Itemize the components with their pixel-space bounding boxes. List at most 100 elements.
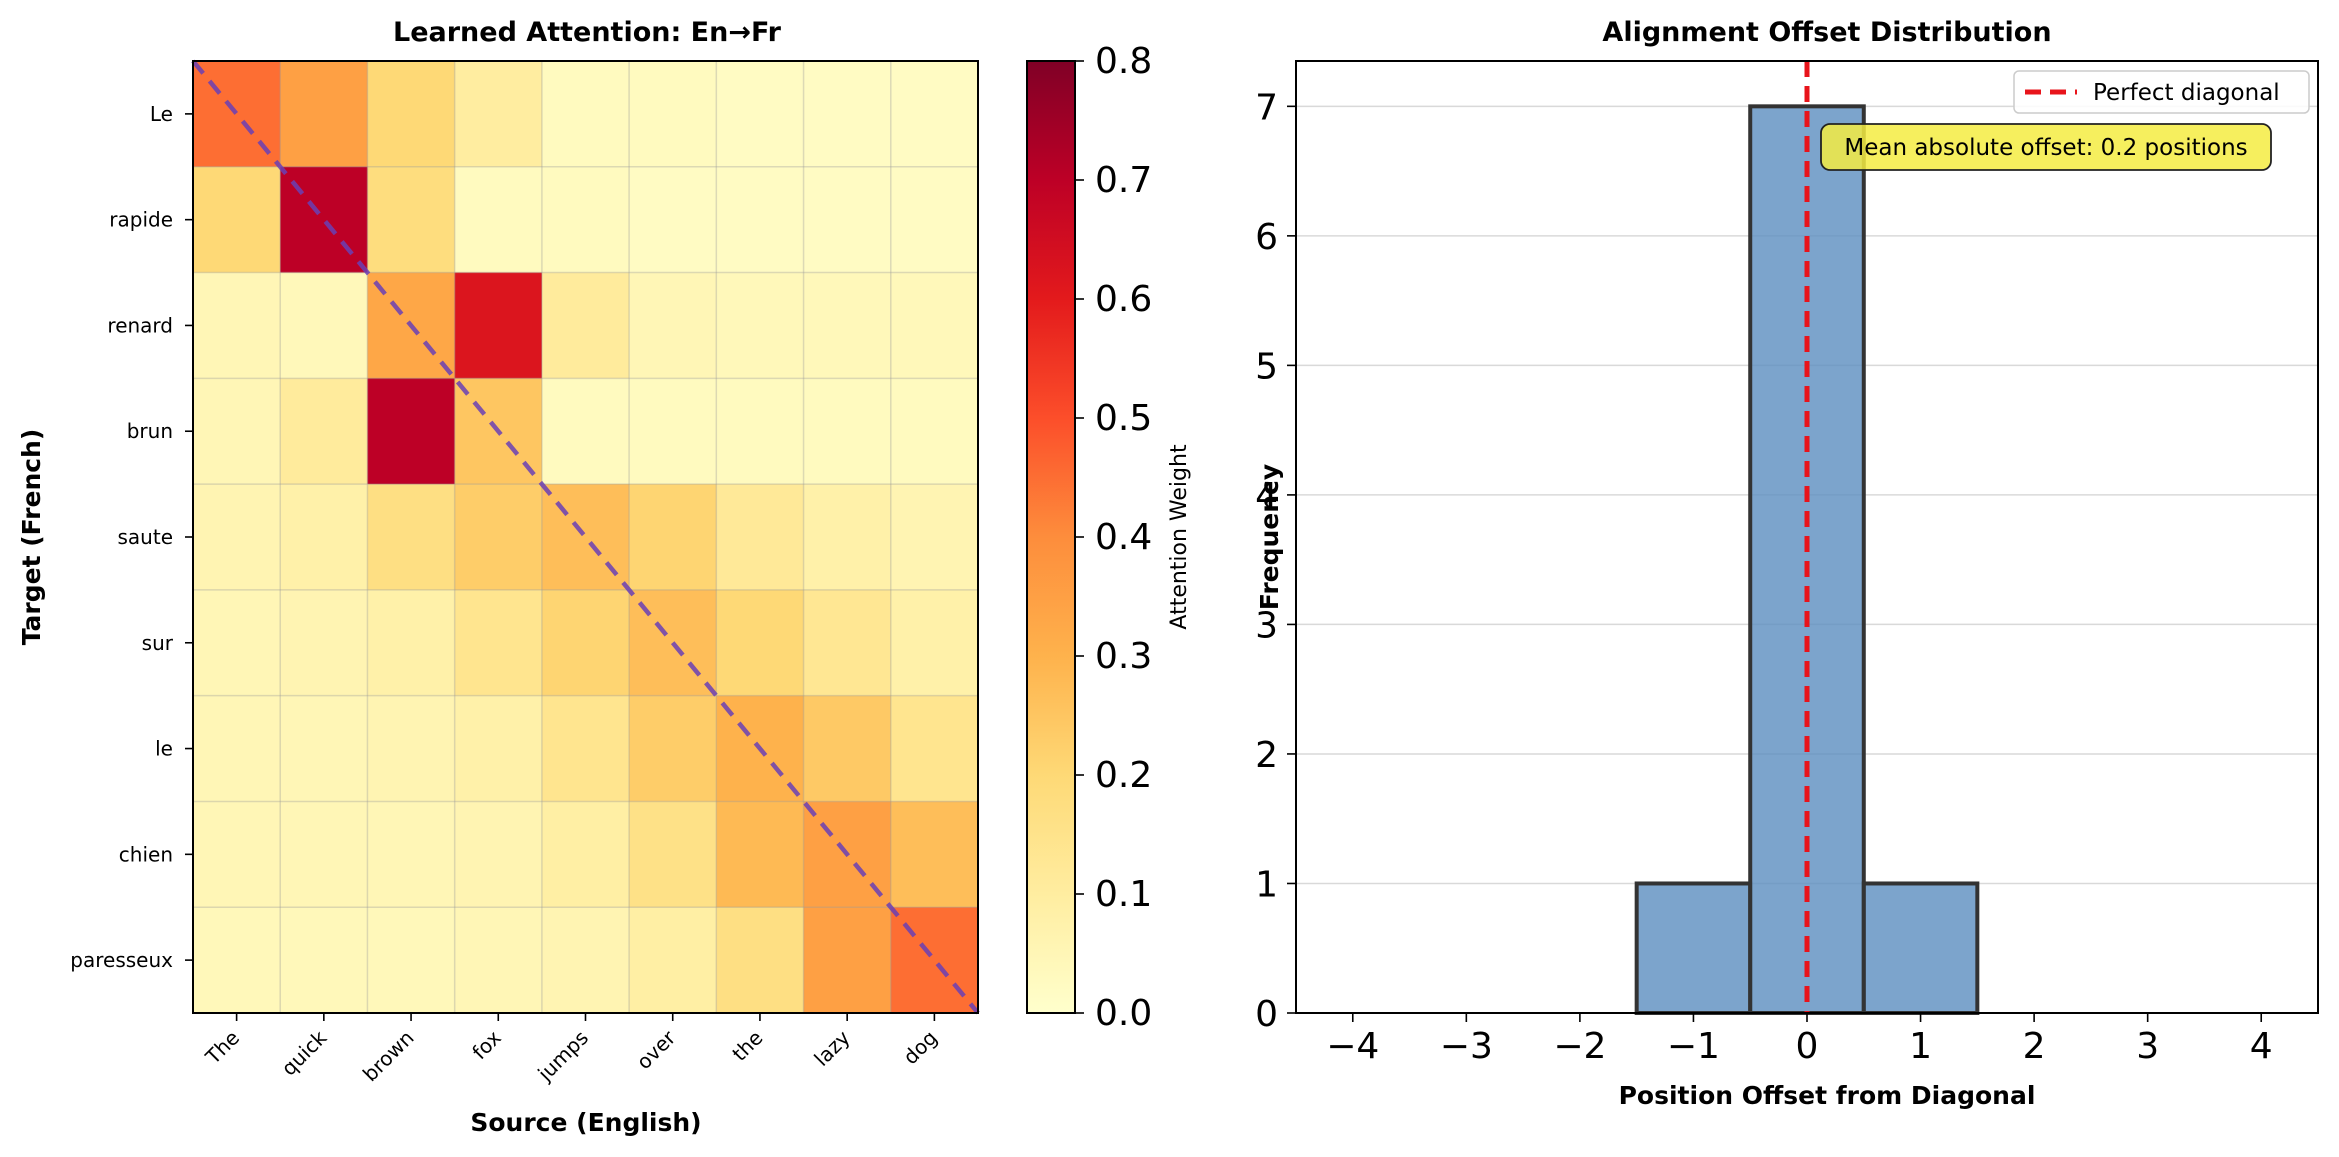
heatmap-cell-5-7 [803,589,892,697]
heatmap-x-tick-jumps-4: jumps [532,1026,593,1087]
legend-box [2013,70,2310,114]
colorbar-tick-3: 0.3 [1095,636,1152,677]
heatmap-cell-3-1 [280,378,369,485]
heatmap-cell-2-6 [716,272,805,379]
colorbar-tick-2: 0.2 [1095,755,1152,796]
heatmap-cell-2-5 [629,272,717,379]
heatmap-cell-1-7 [803,166,892,274]
heatmap-cell-0-5 [629,61,717,168]
histogram-x-tick-5: 1 [1909,1026,1932,1067]
heatmap-panel: Learned Attention: En→Fr The quick brown fo… [17,17,980,1137]
heatmap-cell-7-2 [367,801,456,908]
heatmap-cell-2-4 [541,272,630,379]
heatmap-cell-0-8 [890,61,979,168]
histogram-x-axis-label: Position Offset from Diagonal [1619,1081,2036,1110]
heatmap-cell-0-3 [454,61,543,168]
colorbar-label: Attention Weight [1167,444,1192,630]
heatmap-cell-5-0 [193,589,281,697]
heatmap-cell-1-8 [890,166,979,274]
heatmap-cell-6-2 [367,695,456,803]
heatmap-cell-3-8 [890,378,979,485]
histogram-y-axis-label: Frequency [1255,464,1284,610]
heatmap-y-tick-rapide-1: rapide [109,208,173,232]
heatmap-cell-5-2 [367,589,456,697]
heatmap-cell-8-8 [890,907,979,1014]
heatmap-cell-2-3 [454,272,543,379]
heatmap-cell-3-7 [803,378,892,485]
heatmap-cell-6-8 [890,695,979,803]
histogram-y-tick-3: 3 [1255,605,1278,646]
heatmap-cell-6-4 [541,695,630,803]
heatmap-cell-3-0 [193,378,281,485]
heatmap-cell-4-7 [803,484,892,591]
heatmap-cell-5-8 [890,589,979,697]
heatmap-cell-1-4 [541,166,630,274]
heatmap-cell-3-2 [367,378,456,485]
heatmap-cell-8-0 [193,907,281,1014]
histogram-x-tick-7: 3 [2136,1026,2159,1067]
heatmap-cell-7-6 [716,801,805,908]
heatmap-cell-2-7 [803,272,892,379]
heatmap-cell-1-6 [716,166,805,274]
heatmap-y-tick-chien-7: chien [119,842,173,866]
heatmap-x-tick-the-0: The [200,1026,244,1070]
histogram-x-tick-1: −3 [1440,1026,1493,1067]
colorbar: 0.0 0.1 0.2 0.3 0.4 0.5 0.6 0.7 0.8 Attention We… [1026,41,1192,1034]
heatmap-cell-4-2 [367,484,456,591]
histogram-bars [1634,104,1980,1016]
heatmap-cell-6-3 [454,695,543,803]
colorbar-ticks: 0.0 0.1 0.2 0.3 0.4 0.5 0.6 0.7 0.8 [1075,41,1152,1034]
heatmap-cell-8-7 [803,907,892,1014]
heatmap-diagonal-line [191,59,980,1015]
legend-entry-perfect-diagonal: Perfect diagonal [2093,80,2280,106]
heatmap-cell-8-6 [716,907,805,1014]
histogram-y-tick-6: 6 [1255,217,1278,258]
heatmap-grid [193,61,978,1013]
heatmap-y-ticks: Le rapide renard brun saute sur le chien paresse… [70,102,193,972]
heatmap-cell-7-4 [541,801,630,908]
annotation-box [1820,123,2272,171]
heatmap-cell-8-5 [629,907,717,1014]
heatmap-title: Learned Attention: En→Fr [393,17,782,48]
colorbar-tick-4: 0.4 [1095,517,1152,558]
heatmap-cell-0-4 [541,61,630,168]
heatmap-y-tick-le-0: Le [150,102,173,126]
heatmap-cell-7-1 [280,801,369,908]
heatmap-y-tick-brun-3: brun [127,419,173,443]
heatmap-cell-6-5 [629,695,717,803]
heatmap-cells [193,61,979,1014]
heatmap-cell-0-7 [803,61,892,168]
heatmap-cell-8-2 [367,907,456,1014]
heatmap-y-tick-paresseux-8: paresseux [70,948,173,972]
heatmap-cell-3-5 [629,378,717,485]
heatmap-cell-8-4 [541,907,630,1014]
colorbar-tick-6: 0.6 [1095,279,1152,320]
heatmap-cell-1-2 [367,166,456,274]
heatmap-cell-3-6 [716,378,805,485]
heatmap-cell-4-0 [193,484,281,591]
heatmap-cell-7-0 [193,801,281,908]
heatmap-cell-7-5 [629,801,717,908]
heatmap-cell-1-0 [193,166,281,274]
histogram-x-ticks: −4 −3 −2 −1 0 1 2 3 4 [1326,1013,2273,1067]
heatmap-x-axis-label: Source (English) [470,1108,701,1137]
heatmap-y-tick-saute-4: saute [118,525,174,549]
heatmap-x-tick-over-5: over [632,1025,681,1074]
colorbar-tick-7: 0.7 [1095,160,1152,201]
histogram-y-tick-2: 2 [1255,735,1278,776]
heatmap-y-tick-le-6: le [155,737,173,761]
heatmap-x-tick-dog-8: dog [898,1026,942,1070]
histogram-x-tick-6: 2 [2023,1026,2046,1067]
colorbar-tick-1: 0.1 [1095,874,1152,915]
heatmap-x-tick-brown-2: brown [358,1026,419,1087]
histogram-x-tick-3: −1 [1667,1026,1720,1067]
heatmap-cell-5-6 [716,589,805,697]
heatmap-cell-2-8 [890,272,979,379]
heatmap-cell-1-3 [454,166,543,274]
annotation-text: Mean absolute offset: 0.2 positions [1844,135,2247,161]
heatmap-y-axis-label: Target (French) [17,429,46,646]
histogram-y-tick-0: 0 [1255,994,1278,1035]
heatmap-cell-4-1 [280,484,369,591]
heatmap-cell-0-2 [367,61,456,168]
